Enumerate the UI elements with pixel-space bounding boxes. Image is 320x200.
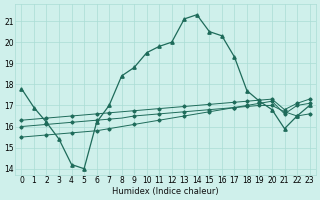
X-axis label: Humidex (Indice chaleur): Humidex (Indice chaleur) [112, 187, 219, 196]
